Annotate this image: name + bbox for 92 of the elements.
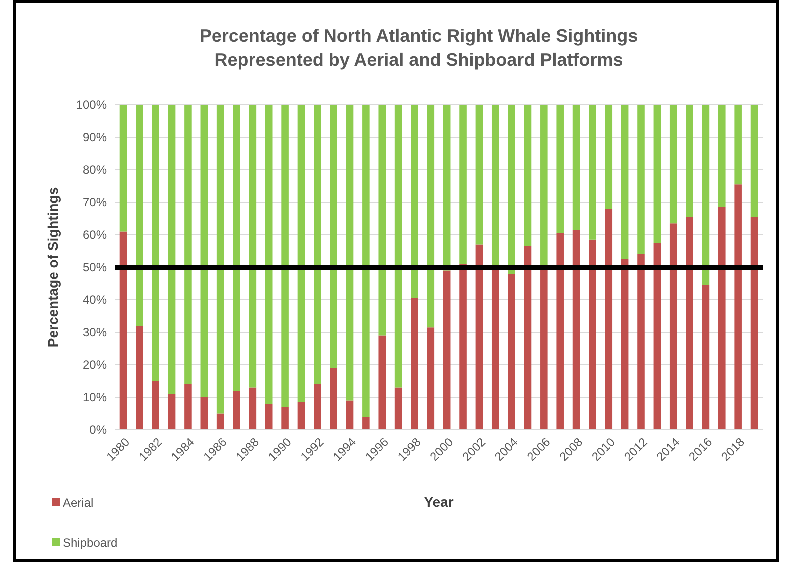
bar xyxy=(718,105,726,208)
bar xyxy=(394,105,402,388)
bar xyxy=(621,105,629,260)
bar xyxy=(750,217,758,430)
bar xyxy=(411,298,418,430)
y-tick-label: 90% xyxy=(82,130,108,145)
bar xyxy=(200,398,208,430)
bar xyxy=(734,184,742,430)
bar xyxy=(605,105,613,209)
bar xyxy=(427,105,435,328)
bar xyxy=(136,326,144,430)
bar xyxy=(443,270,451,430)
bar xyxy=(282,407,289,430)
legend-label: Aerial xyxy=(63,496,94,510)
bar xyxy=(249,105,257,388)
bar xyxy=(556,233,564,430)
bar xyxy=(670,224,678,430)
y-tick-label: 20% xyxy=(82,358,108,372)
bar xyxy=(184,384,192,430)
y-tick-label: 30% xyxy=(82,326,108,340)
bar xyxy=(443,105,451,271)
y-tick-label: 70% xyxy=(82,196,108,210)
bar xyxy=(621,259,629,430)
bar xyxy=(572,105,580,230)
bar xyxy=(702,285,710,430)
bar xyxy=(508,274,516,430)
bar xyxy=(686,217,694,430)
y-tick-label: 40% xyxy=(82,293,108,308)
bar xyxy=(638,105,645,254)
bar xyxy=(330,105,338,368)
bar xyxy=(152,105,160,382)
bar xyxy=(556,105,564,234)
bar xyxy=(411,105,418,298)
bar xyxy=(216,105,224,414)
bar xyxy=(589,105,596,240)
bar xyxy=(168,394,176,430)
y-axis-title: Percentage of Sightings xyxy=(45,187,61,348)
bar xyxy=(298,402,306,430)
bar xyxy=(168,105,176,394)
bar xyxy=(152,381,160,430)
bar xyxy=(233,105,240,391)
bar xyxy=(136,105,144,326)
y-tick-label: 80% xyxy=(82,163,108,178)
bar xyxy=(702,105,710,286)
bar xyxy=(394,388,402,430)
bar xyxy=(524,105,532,246)
bar xyxy=(750,105,758,218)
legend-label: Shipboard xyxy=(63,536,118,550)
bar xyxy=(508,105,516,274)
bar xyxy=(686,105,694,218)
bar xyxy=(330,368,338,430)
bar xyxy=(200,105,208,398)
bar xyxy=(120,232,128,430)
bar xyxy=(670,105,678,224)
bar xyxy=(460,264,467,430)
bar xyxy=(589,240,596,430)
bar xyxy=(654,243,662,430)
bar xyxy=(233,391,240,430)
chart-title: Percentage of North Atlantic Right Whale Sightings Represented by Aerial and Shipboard Platforms xyxy=(200,26,638,70)
bar xyxy=(572,230,580,430)
x-axis-title: Year xyxy=(424,494,454,510)
bar xyxy=(460,105,467,264)
bar xyxy=(476,105,484,245)
y-tick-label: 10% xyxy=(82,390,108,405)
bar xyxy=(265,105,273,404)
bar xyxy=(282,105,289,408)
bar xyxy=(362,105,370,417)
bar xyxy=(249,388,257,430)
bar xyxy=(298,105,306,402)
bar xyxy=(346,105,354,401)
bar xyxy=(314,105,322,384)
bar xyxy=(654,105,662,244)
bar xyxy=(605,209,613,430)
bar xyxy=(524,246,532,430)
bar xyxy=(476,244,484,430)
bar xyxy=(427,328,435,430)
bar xyxy=(378,105,386,336)
bar xyxy=(378,336,386,430)
bar xyxy=(638,254,645,430)
bar xyxy=(265,404,273,430)
bar xyxy=(184,105,192,384)
bar xyxy=(120,105,128,232)
bar xyxy=(314,384,322,430)
bar xyxy=(718,207,726,430)
y-tick-label: 0% xyxy=(90,423,108,438)
y-tick-label: 50% xyxy=(82,260,108,275)
bar xyxy=(362,417,370,430)
bar xyxy=(216,414,224,430)
bar xyxy=(346,400,354,430)
y-tick-label: 60% xyxy=(82,228,108,242)
y-tick-label: 100% xyxy=(76,98,108,112)
bar xyxy=(734,105,742,185)
